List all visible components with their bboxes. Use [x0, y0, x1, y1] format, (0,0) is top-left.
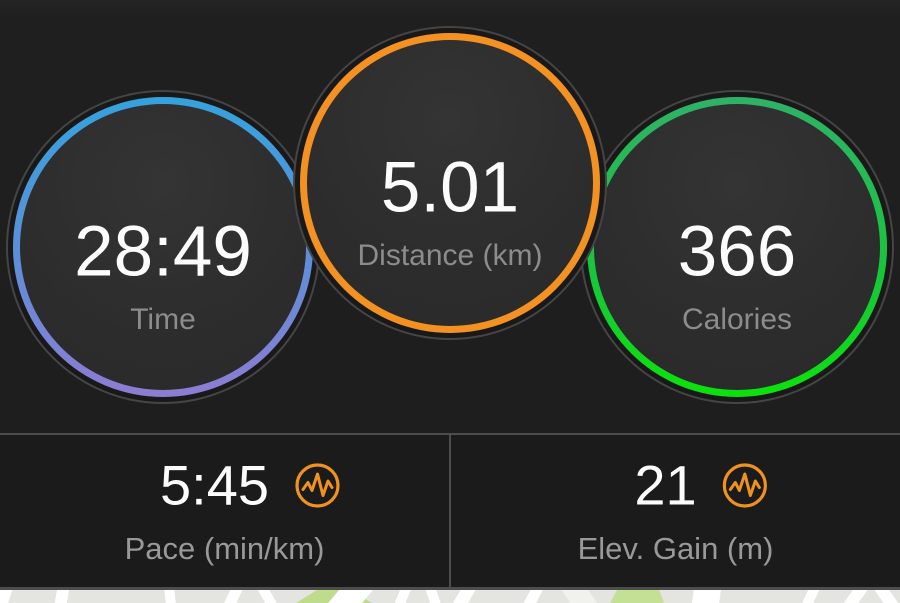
route-map-preview[interactable]: [0, 588, 900, 603]
map-road: [516, 588, 551, 603]
elev-gain-value-row: 21: [634, 453, 768, 518]
stats-bar: 5:45 Pace (min/km) 21: [0, 433, 900, 590]
map-road: [795, 588, 827, 603]
map-road: [0, 588, 18, 603]
time-circle[interactable]: 28:49 Time: [13, 97, 313, 397]
calories-circle[interactable]: 366 Calories: [587, 97, 887, 397]
time-circle-face: 28:49 Time: [20, 104, 306, 390]
map-road: [162, 588, 178, 603]
map-road: [249, 588, 285, 603]
pace-cell[interactable]: 5:45 Pace (min/km): [0, 435, 449, 587]
map-park: [610, 588, 664, 603]
pace-value: 5:45: [160, 453, 269, 517]
activity-graph-icon: [721, 461, 769, 509]
map-road: [689, 588, 724, 603]
map-road: [866, 588, 900, 603]
map-road: [445, 588, 484, 603]
map-road: [555, 588, 603, 603]
calories-value: 366: [677, 212, 797, 292]
calories-label: Calories: [681, 303, 793, 336]
map-road: [420, 588, 446, 603]
time-value: 28:49: [74, 212, 252, 292]
elev-gain-value: 21: [634, 453, 697, 517]
distance-label: Distance (km): [357, 239, 543, 272]
map-road: [217, 588, 250, 603]
time-label: Time: [130, 303, 196, 336]
activity-graph-icon: [293, 461, 341, 509]
map-road: [388, 588, 418, 603]
distance-value: 5.01: [380, 148, 520, 228]
pace-value-row: 5:45: [160, 453, 341, 518]
pace-label: Pace (min/km): [124, 531, 325, 566]
elev-gain-label: Elev. Gain (m): [577, 531, 774, 566]
map-road: [836, 588, 876, 603]
distance-circle[interactable]: 5.01 Distance (km): [300, 33, 600, 333]
calories-circle-face: 366 Calories: [594, 104, 880, 390]
elev-gain-cell[interactable]: 21 Elev. Gain (m): [449, 435, 900, 587]
map-road: [51, 588, 73, 603]
distance-circle-face: 5.01 Distance (km): [307, 40, 593, 326]
